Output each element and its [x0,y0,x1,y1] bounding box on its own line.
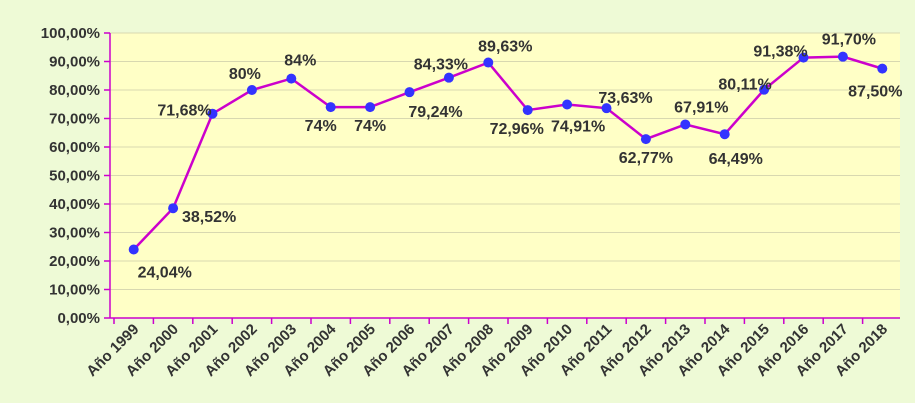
data-point [837,51,848,62]
y-tick-label: 20,00% [49,253,100,270]
y-tick-label: 60,00% [49,139,100,156]
y-tick-label: 80,00% [49,82,100,99]
data-point [522,105,533,116]
data-label: 67,91% [674,99,728,116]
data-point [443,72,454,83]
data-point [404,87,415,98]
y-tick-label: 50,00% [49,168,100,185]
data-label: 80,11% [718,77,771,94]
data-label: 71,68% [157,103,211,120]
data-label: 62,77% [619,150,673,167]
data-label: 89,63% [478,39,532,56]
data-label: 64,49% [709,151,763,168]
data-label: 38,52% [182,209,236,226]
data-label: 74% [354,118,386,135]
data-label: 74% [305,118,337,135]
data-label: 79,24% [408,104,462,121]
series-line [132,55,883,251]
data-point [680,119,691,130]
y-tick-label: 40,00% [49,196,100,213]
y-tick-label: 10,00% [49,282,100,299]
data-label: 84,33% [414,57,468,74]
y-tick-label: 0,00% [57,310,100,327]
data-point [877,63,888,74]
data-point [128,244,139,255]
data-point [759,84,770,95]
data-point [168,203,179,214]
data-point [719,129,730,140]
data-label: 91,38% [753,44,807,61]
data-point [483,57,494,68]
data-point [286,73,297,84]
data-label: 24,04% [138,264,192,281]
y-tick-label: 90,00% [49,54,100,71]
data-label: 72,96% [490,121,544,138]
y-tick-label: 70,00% [49,111,100,128]
data-point [601,103,612,114]
data-label: 74,91% [551,119,605,136]
data-label: 87,50% [848,84,902,101]
data-point [562,99,573,110]
y-tick-label: 30,00% [49,225,100,242]
data-point [798,52,809,63]
data-point [365,102,376,113]
data-point [640,134,651,145]
data-point [325,102,336,113]
data-point [207,108,218,119]
data-point [246,85,257,95]
data-label: 80% [229,66,261,83]
data-label: 84% [284,53,316,70]
y-tick-label: 100,00% [41,25,100,42]
data-label: 73,63% [598,90,652,107]
data-label: 91,70% [822,32,876,49]
